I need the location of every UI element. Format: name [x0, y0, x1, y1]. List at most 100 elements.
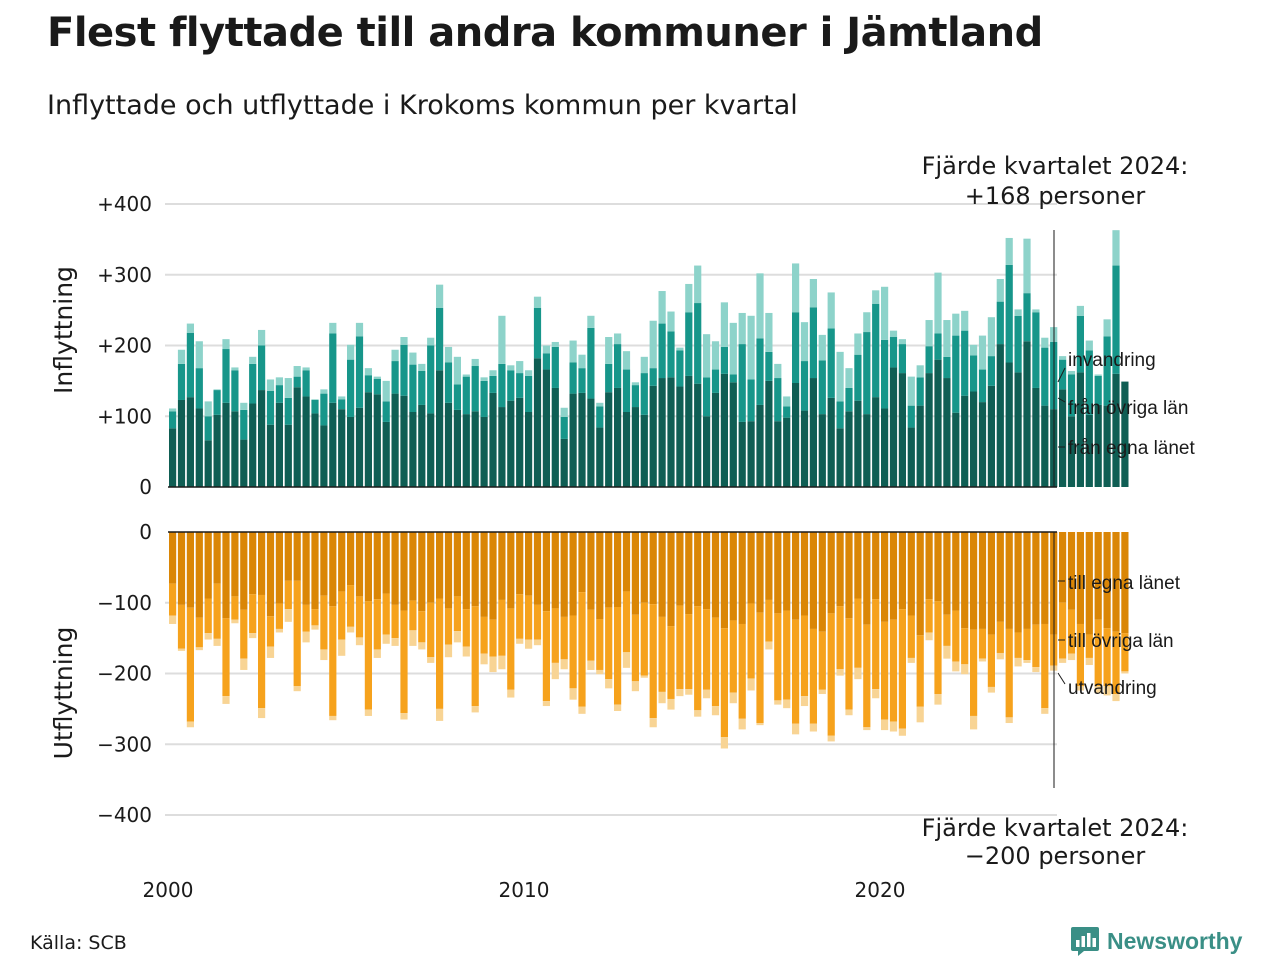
bar-in-immigration: [694, 265, 702, 304]
bar-in-own-county: [329, 402, 337, 487]
bar-in-own-county: [240, 439, 248, 487]
bar-out-other-counties: [649, 604, 657, 719]
bar-out-own-county: [987, 532, 995, 635]
bar-in-immigration: [800, 322, 809, 362]
bar-in-own-county: [685, 375, 693, 487]
bar-in-own-county: [836, 428, 844, 487]
bar-out-emigration: [827, 735, 835, 742]
bar-out-other-counties: [854, 598, 862, 668]
bar-out-own-county: [1023, 532, 1031, 629]
bar-in-immigration: [329, 322, 337, 334]
bar-in-other-counties: [444, 362, 453, 403]
bar-out-other-counties: [818, 631, 826, 690]
bar-in-other-counties: [605, 363, 613, 393]
bar-in-immigration: [1023, 238, 1031, 294]
bar-in-other-counties: [818, 360, 826, 415]
bar-out-other-counties: [756, 612, 764, 724]
bar-out-own-county: [961, 532, 969, 629]
bar-in-other-counties: [587, 327, 595, 399]
bar-out-emigration: [765, 641, 773, 650]
bar-in-other-counties: [507, 370, 515, 401]
bar-in-own-county: [676, 386, 684, 487]
bar-in-immigration: [516, 361, 524, 374]
bar-out-own-county: [169, 532, 177, 584]
bar-in-own-county: [498, 407, 506, 487]
bar-out-own-county: [240, 532, 248, 610]
bar-in-other-counties: [266, 390, 275, 425]
bar-out-other-counties: [177, 604, 186, 649]
bar-out-emigration: [756, 723, 764, 726]
bar-out-emigration: [302, 631, 310, 643]
bar-in-other-counties: [996, 301, 1004, 345]
bar-out-other-counties: [489, 619, 497, 657]
bar-out-emigration: [1112, 694, 1120, 702]
bar-out-other-counties: [436, 598, 444, 709]
newsworthy-wordmark: Newsworthy: [1107, 927, 1243, 954]
bar-in-other-counties: [320, 393, 328, 426]
bar-in-own-county: [765, 380, 773, 487]
bar-in-immigration: [622, 351, 631, 370]
inflow-axis-label: Inflyttning: [49, 266, 78, 394]
bar-in-own-county: [907, 427, 915, 487]
bar-out-emigration: [970, 715, 978, 730]
bar-in-other-counties: [186, 332, 194, 398]
bar-in-own-county: [1059, 389, 1067, 487]
bar-in-own-county: [827, 397, 835, 487]
bar-in-immigration: [676, 347, 684, 351]
bar-out-emigration: [987, 686, 995, 693]
bar-out-emigration: [427, 657, 435, 663]
bar-in-immigration: [587, 315, 595, 328]
bar-in-immigration: [275, 377, 283, 386]
bar-in-own-county: [845, 411, 853, 487]
bar-in-other-counties: [329, 333, 337, 403]
bar-in-immigration: [1112, 230, 1120, 266]
bar-in-other-counties: [240, 409, 248, 440]
bar-out-emigration: [240, 658, 248, 670]
bar-out-other-counties: [961, 628, 969, 665]
bar-out-emigration: [720, 737, 728, 749]
bar-in-other-counties: [925, 346, 933, 374]
bar-out-emigration: [418, 642, 426, 650]
bar-in-immigration: [925, 320, 933, 347]
x-tick-label: 2000: [143, 878, 194, 902]
bar-out-emigration: [569, 688, 577, 700]
bar-in-own-county: [756, 404, 764, 487]
bar-out-emigration: [881, 719, 889, 731]
bar-in-immigration: [231, 367, 239, 371]
bar-in-immigration: [569, 340, 577, 363]
bar-in-immigration: [996, 278, 1004, 302]
bar-in-own-county: [275, 402, 283, 487]
bar-out-own-county: [498, 532, 506, 600]
bar-in-own-county: [792, 382, 800, 487]
bar-out-own-county: [516, 532, 524, 595]
bar-out-emigration: [809, 723, 817, 732]
bar-in-own-county: [774, 421, 782, 487]
bar-out-emigration: [338, 639, 346, 656]
bar-in-other-counties: [631, 385, 639, 408]
bar-in-other-counties: [694, 303, 702, 384]
bar-out-other-counties: [480, 616, 488, 654]
bar-in-own-county: [720, 373, 728, 487]
bar-in-own-county: [471, 411, 479, 487]
bar-in-immigration: [738, 312, 746, 345]
outflow-bars: [169, 532, 1129, 749]
bar-in-other-counties: [622, 369, 631, 413]
bar-out-own-county: [774, 532, 782, 614]
bar-in-immigration: [347, 344, 355, 360]
bar-out-other-counties: [453, 596, 461, 632]
bar-in-own-county: [943, 378, 951, 487]
bar-in-other-counties: [542, 353, 550, 370]
bar-in-immigration: [249, 356, 257, 364]
bar-out-own-county: [720, 532, 728, 629]
bar-in-own-county: [987, 385, 995, 487]
bar-in-other-counties: [453, 384, 461, 410]
bar-out-own-county: [925, 532, 933, 600]
bar-in-other-counties: [1067, 374, 1076, 417]
bar-in-immigration: [302, 367, 310, 371]
bar-out-own-county: [320, 532, 328, 596]
bar-in-immigration: [169, 408, 177, 412]
bar-out-own-county: [364, 532, 372, 602]
bar-out-emigration: [800, 696, 809, 707]
bar-in-other-counties: [302, 370, 310, 397]
bar-out-emigration: [1059, 658, 1067, 663]
